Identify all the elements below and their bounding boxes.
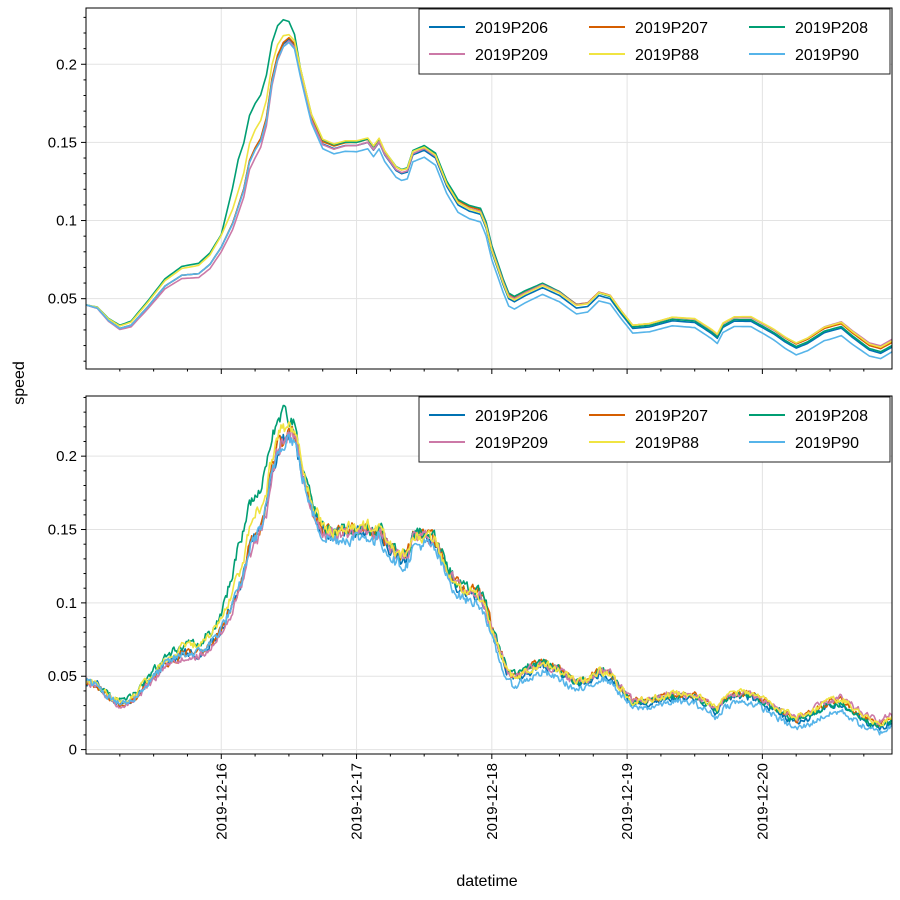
x-tick-label: 2019-12-17 [349, 763, 366, 840]
series-line-2019P88 [86, 33, 892, 348]
legend-box [418, 8, 891, 75]
y-tick-label: 0.15 [48, 522, 77, 539]
x-axis-label: datetime [456, 873, 517, 890]
legend-item-2019P208: 2019P208 [749, 20, 868, 37]
legend-box [418, 396, 891, 463]
y-tick-label: 0.1 [56, 595, 77, 612]
legend-item-2019P208: 2019P208 [749, 408, 868, 425]
legend-item-2019P206: 2019P206 [429, 408, 548, 425]
legend-item-2019P209: 2019P209 [429, 435, 548, 452]
x-tick-label: 2019-12-16 [213, 763, 230, 840]
legend-label: 2019P209 [475, 435, 548, 452]
legend-label: 2019P206 [475, 20, 548, 37]
legend-item-2019P207: 2019P207 [589, 20, 708, 37]
series-line-2019P90 [86, 433, 892, 736]
legend-item-2019P90: 2019P90 [749, 435, 859, 452]
legend-label: 2019P90 [795, 435, 859, 452]
legend-label: 2019P208 [795, 408, 868, 425]
legend: 2019P206 2019P207 2019P208 2019P209 2019P88 2… [418, 396, 891, 463]
y-tick-label: 0.05 [48, 291, 77, 308]
series-lines [86, 18, 892, 360]
legend-item-2019P207: 2019P207 [589, 408, 708, 425]
y-tick-label: 0.05 [48, 668, 77, 685]
legend-item-2019P90: 2019P90 [749, 47, 859, 64]
y-tick-label: 0.1 [56, 213, 77, 230]
series-line-2019P209 [86, 427, 892, 726]
y-tick-label: 0.2 [56, 56, 77, 73]
y-tick-label: 0.15 [48, 134, 77, 151]
legend-label: 2019P90 [795, 47, 859, 64]
legend-label: 2019P207 [635, 408, 708, 425]
series-lines [86, 404, 892, 736]
series-line-2019P207 [86, 426, 892, 727]
series-line-2019P209 [86, 40, 892, 347]
plot-frame [85, 7, 893, 370]
legend-label: 2019P88 [635, 47, 699, 64]
legend-label: 2019P209 [475, 47, 548, 64]
series-line-2019P206 [86, 38, 892, 355]
x-tick-label: 2019-12-20 [754, 763, 771, 840]
legend-label: 2019P88 [635, 435, 699, 452]
legend-label: 2019P206 [475, 408, 548, 425]
x-tick-label: 2019-12-19 [619, 763, 636, 840]
plot-frame [85, 395, 893, 755]
y-tick-label: 0.2 [56, 448, 77, 465]
series-line-2019P207 [86, 36, 892, 350]
series-line-2019P88 [86, 421, 892, 727]
legend-item-2019P88: 2019P88 [589, 435, 699, 452]
y-axis-label: speed [11, 361, 28, 405]
legend: 2019P206 2019P207 2019P208 2019P209 2019P88 2… [418, 8, 891, 75]
legend-item-2019P206: 2019P206 [429, 20, 548, 37]
legend-item-2019P88: 2019P88 [589, 47, 699, 64]
x-tick-labels: 2019-12-16 2019-12-17 2019-12-18 2019-12-19… [213, 763, 771, 840]
y-tick-label: 0 [69, 742, 77, 759]
legend-item-2019P209: 2019P209 [429, 47, 548, 64]
series-line-2019P90 [86, 41, 892, 360]
x-tick-label: 2019-12-18 [484, 763, 501, 840]
series-line-2019P206 [86, 425, 892, 731]
legend-label: 2019P207 [635, 20, 708, 37]
legend-label: 2019P208 [795, 20, 868, 37]
